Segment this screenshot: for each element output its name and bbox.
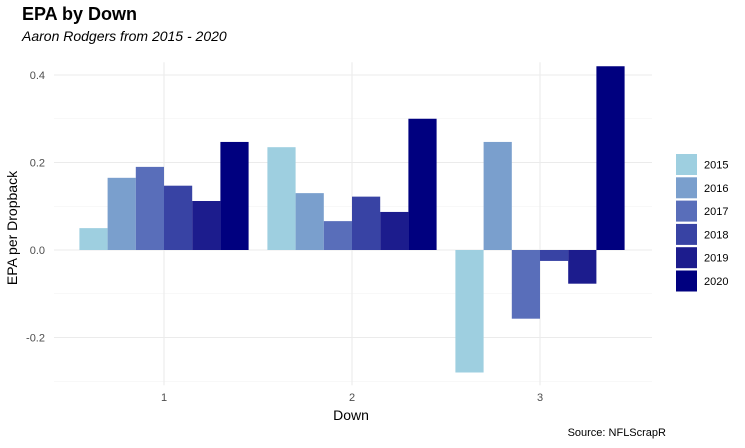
y-tick-label: 0.2	[30, 158, 45, 170]
bar-2015-down-2	[267, 147, 296, 250]
bars	[79, 66, 625, 373]
y-tick-label: -0.2	[26, 333, 45, 345]
bar-2018-down-1	[164, 185, 193, 250]
legend-label-2017: 2017	[704, 206, 728, 218]
bar-2015-down-3	[455, 250, 484, 373]
bar-2020-down-2	[408, 118, 437, 250]
bar-2018-down-3	[540, 250, 569, 261]
legend-key-2016	[676, 177, 697, 199]
x-tick-labels: 1 2 3	[161, 392, 543, 404]
bar-2016-down-1	[107, 177, 136, 250]
caption: Source: NFLScrapR	[567, 427, 666, 439]
y-axis-title: EPA per Dropback	[4, 170, 20, 285]
bar-2019-down-3	[568, 250, 597, 284]
x-tick-label: 1	[161, 392, 167, 404]
legend-label-2015: 2015	[704, 160, 728, 172]
bar-2020-down-3	[596, 66, 625, 250]
bar-2016-down-2	[295, 193, 324, 251]
y-tick-labels: -0.2 0.0 0.2 0.4	[26, 70, 45, 345]
x-axis-title: Down	[333, 407, 369, 423]
x-tick-label: 2	[349, 392, 355, 404]
chart-title: EPA by Down	[22, 4, 138, 24]
bar-2015-down-1	[79, 228, 108, 251]
legend-label-2016: 2016	[704, 183, 728, 195]
legend-label-2018: 2018	[704, 229, 728, 241]
x-tick-label: 3	[537, 392, 543, 404]
legend-key-2017	[676, 200, 697, 222]
chart-subtitle: Aaron Rodgers from 2015 - 2020	[22, 28, 227, 44]
bar-2017-down-1	[135, 166, 164, 251]
bar-2019-down-1	[192, 201, 221, 250]
legend: 2015 2016 2017 2018 2019 2020	[676, 154, 728, 292]
bar-2018-down-2	[352, 196, 381, 251]
bar-2016-down-3	[483, 141, 512, 250]
legend-key-2018	[676, 223, 697, 245]
bar-2020-down-1	[220, 141, 249, 250]
legend-key-2020	[676, 270, 697, 292]
y-tick-label: 0.0	[30, 245, 45, 257]
legend-key-2015	[676, 154, 697, 175]
bar-2017-down-2	[323, 221, 352, 251]
y-tick-label: 0.4	[30, 70, 45, 82]
bar-2019-down-2	[380, 211, 409, 250]
bar-2017-down-3	[511, 250, 540, 319]
legend-label-2020: 2020	[704, 276, 728, 288]
legend-key-2019	[676, 247, 697, 269]
legend-label-2019: 2019	[704, 253, 728, 265]
